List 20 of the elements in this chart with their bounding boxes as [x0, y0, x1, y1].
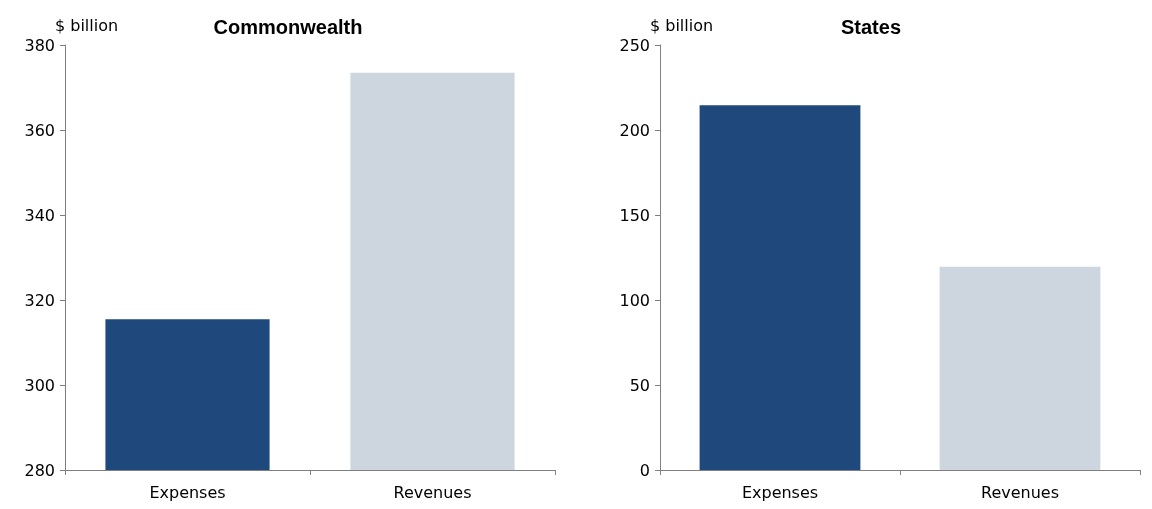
y-axis-title: $ billion: [55, 15, 119, 35]
y-tick-label: 100: [619, 290, 650, 310]
x-tick-label: Revenues: [393, 482, 472, 502]
y-tick-label: 280: [24, 460, 55, 480]
y-tick-label: 380: [24, 35, 55, 55]
y-tick-label: 320: [24, 290, 55, 310]
x-tick-label: Revenues: [980, 482, 1060, 502]
y-tick-label: 300: [24, 375, 55, 395]
x-tick-label: Expenses: [149, 482, 226, 502]
y-tick-label: 340: [24, 205, 55, 225]
chart-title: Commonwealth: [213, 16, 363, 38]
y-tick-label: 150: [619, 205, 650, 225]
y-tick-label: 200: [619, 120, 650, 140]
y-tick-label: 50: [629, 375, 650, 395]
y-tick-label: 0: [639, 460, 650, 480]
y-tick-label: 250: [619, 35, 650, 55]
chart-title: States: [840, 16, 902, 38]
y-axis-title: $ billion: [650, 15, 714, 35]
y-tick-label: 360: [24, 120, 55, 140]
x-tick-label: Expenses: [741, 482, 819, 502]
